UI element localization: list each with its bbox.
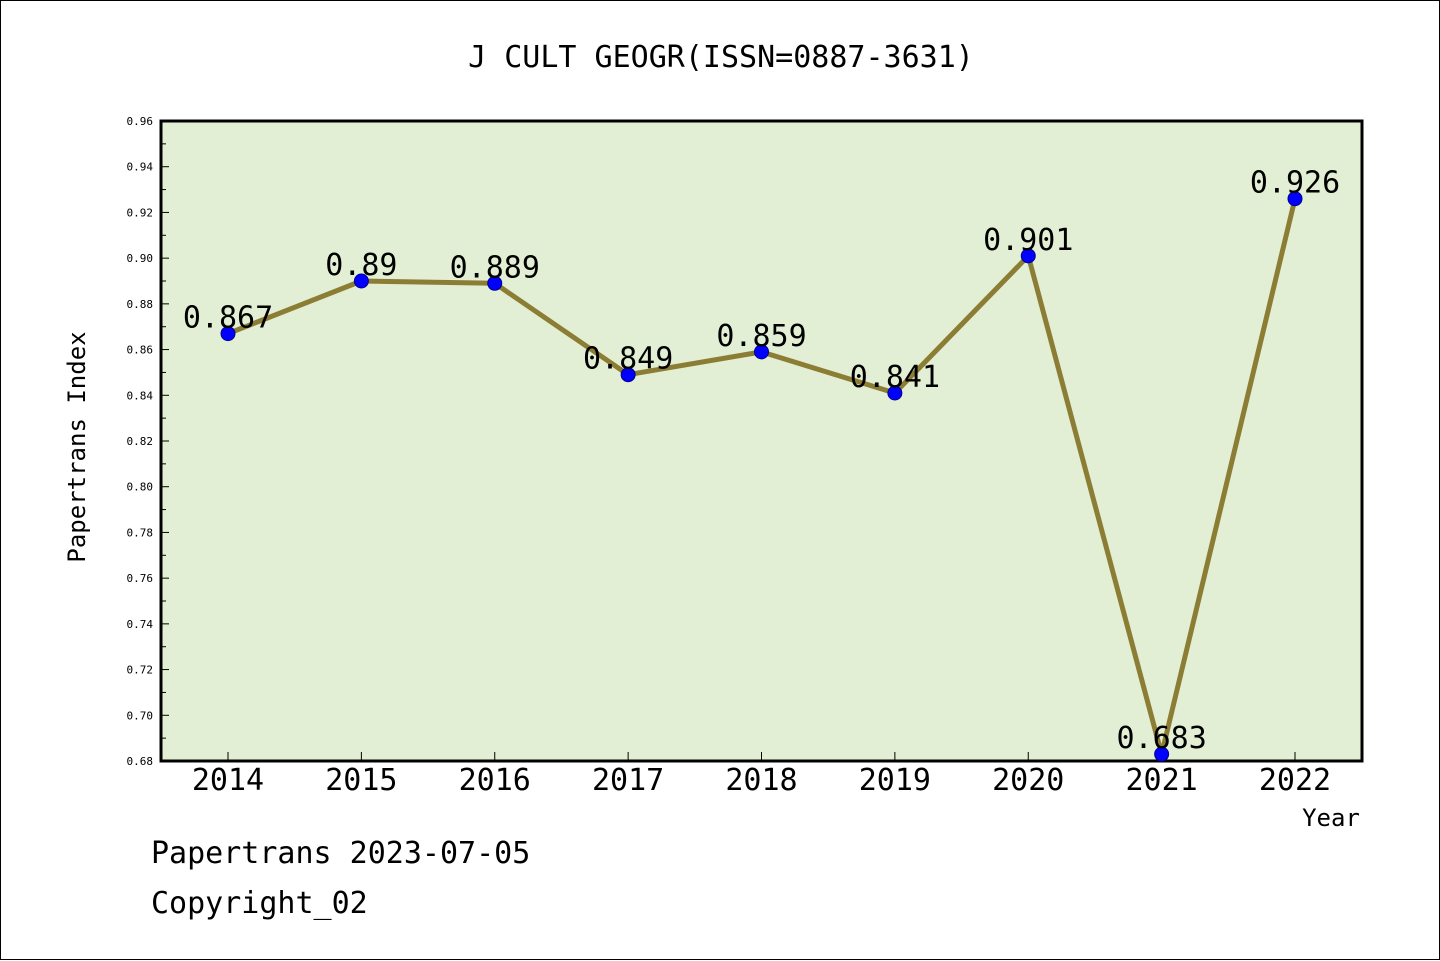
y-tick-label: 0.82 <box>127 435 154 448</box>
data-label: 0.89 <box>325 248 397 283</box>
y-tick-label: 0.88 <box>127 298 154 311</box>
data-point <box>887 385 903 401</box>
data-label: 0.867 <box>183 301 273 336</box>
y-tick-label: 0.90 <box>127 252 154 265</box>
data-point <box>1154 746 1170 762</box>
y-tick-label: 0.74 <box>127 618 154 631</box>
x-tick-label: 2021 <box>1126 763 1198 798</box>
data-label: 0.841 <box>850 360 940 395</box>
y-tick-label: 0.92 <box>127 206 154 219</box>
data-labels: 0.867 0.89 0.889 0.849 0.859 0.841 0.901 0.683 0… <box>183 166 1340 756</box>
data-label: 0.859 <box>716 319 806 354</box>
x-tick-label: 2019 <box>859 763 931 798</box>
y-tick-label: 0.94 <box>127 161 154 174</box>
x-tick-label: 2020 <box>992 763 1064 798</box>
data-label: 0.901 <box>983 223 1073 258</box>
data-label: 0.849 <box>583 342 673 377</box>
plot-area <box>159 119 1364 763</box>
y-tick-label: 0.72 <box>127 664 154 677</box>
data-point <box>1287 191 1303 207</box>
y-tick-label: 0.96 <box>127 115 154 128</box>
footer-copyright: Copyright_02 <box>151 886 368 921</box>
x-axis-label: Year <box>1302 804 1360 832</box>
y-axis: 0.68 0.70 0.72 0.74 0.76 0.78 0.80 0.82 0.84 0.86… <box>127 115 169 768</box>
x-tick-label: 2018 <box>725 763 797 798</box>
data-point <box>487 275 503 291</box>
x-tick-label: 2016 <box>459 763 531 798</box>
y-tick-label: 0.86 <box>127 344 154 357</box>
data-label: 0.889 <box>450 250 540 285</box>
y-tick-label: 0.78 <box>127 526 154 539</box>
x-tick-label: 2014 <box>192 763 264 798</box>
data-point <box>754 344 769 360</box>
data-label: 0.926 <box>1250 166 1340 201</box>
y-axis-label: Papertrans Index <box>63 331 91 562</box>
y-tick-label: 0.84 <box>127 389 154 402</box>
y-tick-label: 0.70 <box>127 709 154 722</box>
data-point <box>220 326 236 342</box>
x-tick-label: 2022 <box>1259 763 1331 798</box>
data-label: 0.683 <box>1116 721 1206 756</box>
footer-date: Papertrans 2023-07-05 <box>151 836 531 871</box>
series-markers <box>220 191 1303 762</box>
y-tick-label: 0.68 <box>127 755 154 768</box>
data-point <box>1020 248 1036 264</box>
chart-title: J CULT GEOGR(ISSN=0887-3631) <box>468 40 974 75</box>
data-point <box>620 367 636 383</box>
y-tick-label: 0.76 <box>127 572 154 585</box>
x-tick-label: 2015 <box>325 763 397 798</box>
x-axis: 2014 2015 2016 2017 2018 2019 2020 2021 2022 <box>192 752 1331 798</box>
data-point <box>353 273 369 289</box>
x-tick-label: 2017 <box>592 763 664 798</box>
y-tick-label: 0.80 <box>127 481 154 494</box>
